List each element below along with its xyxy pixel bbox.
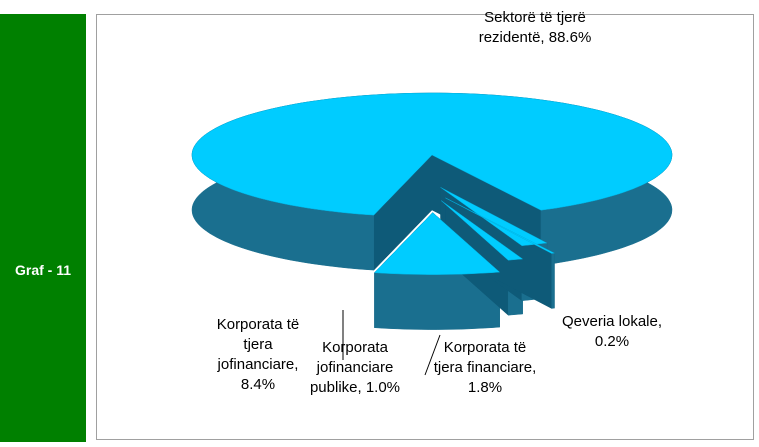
data-label: Sektorë të tjerë rezidentë, 88.6% (470, 8, 600, 48)
leader-line (424, 334, 441, 376)
sidebar-label: Graf - 11 (14, 262, 72, 278)
label-name: Korporata të tjera financiare, (433, 339, 537, 376)
slice-tops (191, 92, 673, 275)
label-value: 1.8% (467, 379, 503, 396)
label-value: 88.6% (548, 29, 592, 46)
sidebar: Graf - 11 (0, 14, 86, 442)
pie-slice (445, 197, 556, 254)
data-label: Korporata jofinanciare publike, 1.0% (305, 338, 405, 398)
label-value: 0.2% (594, 333, 630, 350)
label-name: Sektorë të tjerë rezidentë, (478, 9, 586, 46)
label-name: Korporata të tjera jofinanciare, (216, 316, 300, 373)
label-value: 1.0% (365, 379, 401, 396)
pie-slice (191, 92, 673, 216)
label-name: Korporata jofinanciare publike, (309, 339, 394, 396)
pie-slice (441, 200, 524, 261)
label-value: 8.4% (240, 376, 276, 393)
pie-slice (373, 212, 501, 275)
slice-outer-wall (551, 252, 555, 309)
data-label: Qeveria lokale, 0.2% (547, 312, 677, 352)
label-name: Qeveria lokale, (561, 313, 663, 330)
data-label: Korporata të tjera financiare, 1.8% (428, 338, 543, 398)
data-label: Korporata të tjera jofinanciare, 8.4% (211, 315, 306, 395)
chart-frame (96, 14, 754, 440)
